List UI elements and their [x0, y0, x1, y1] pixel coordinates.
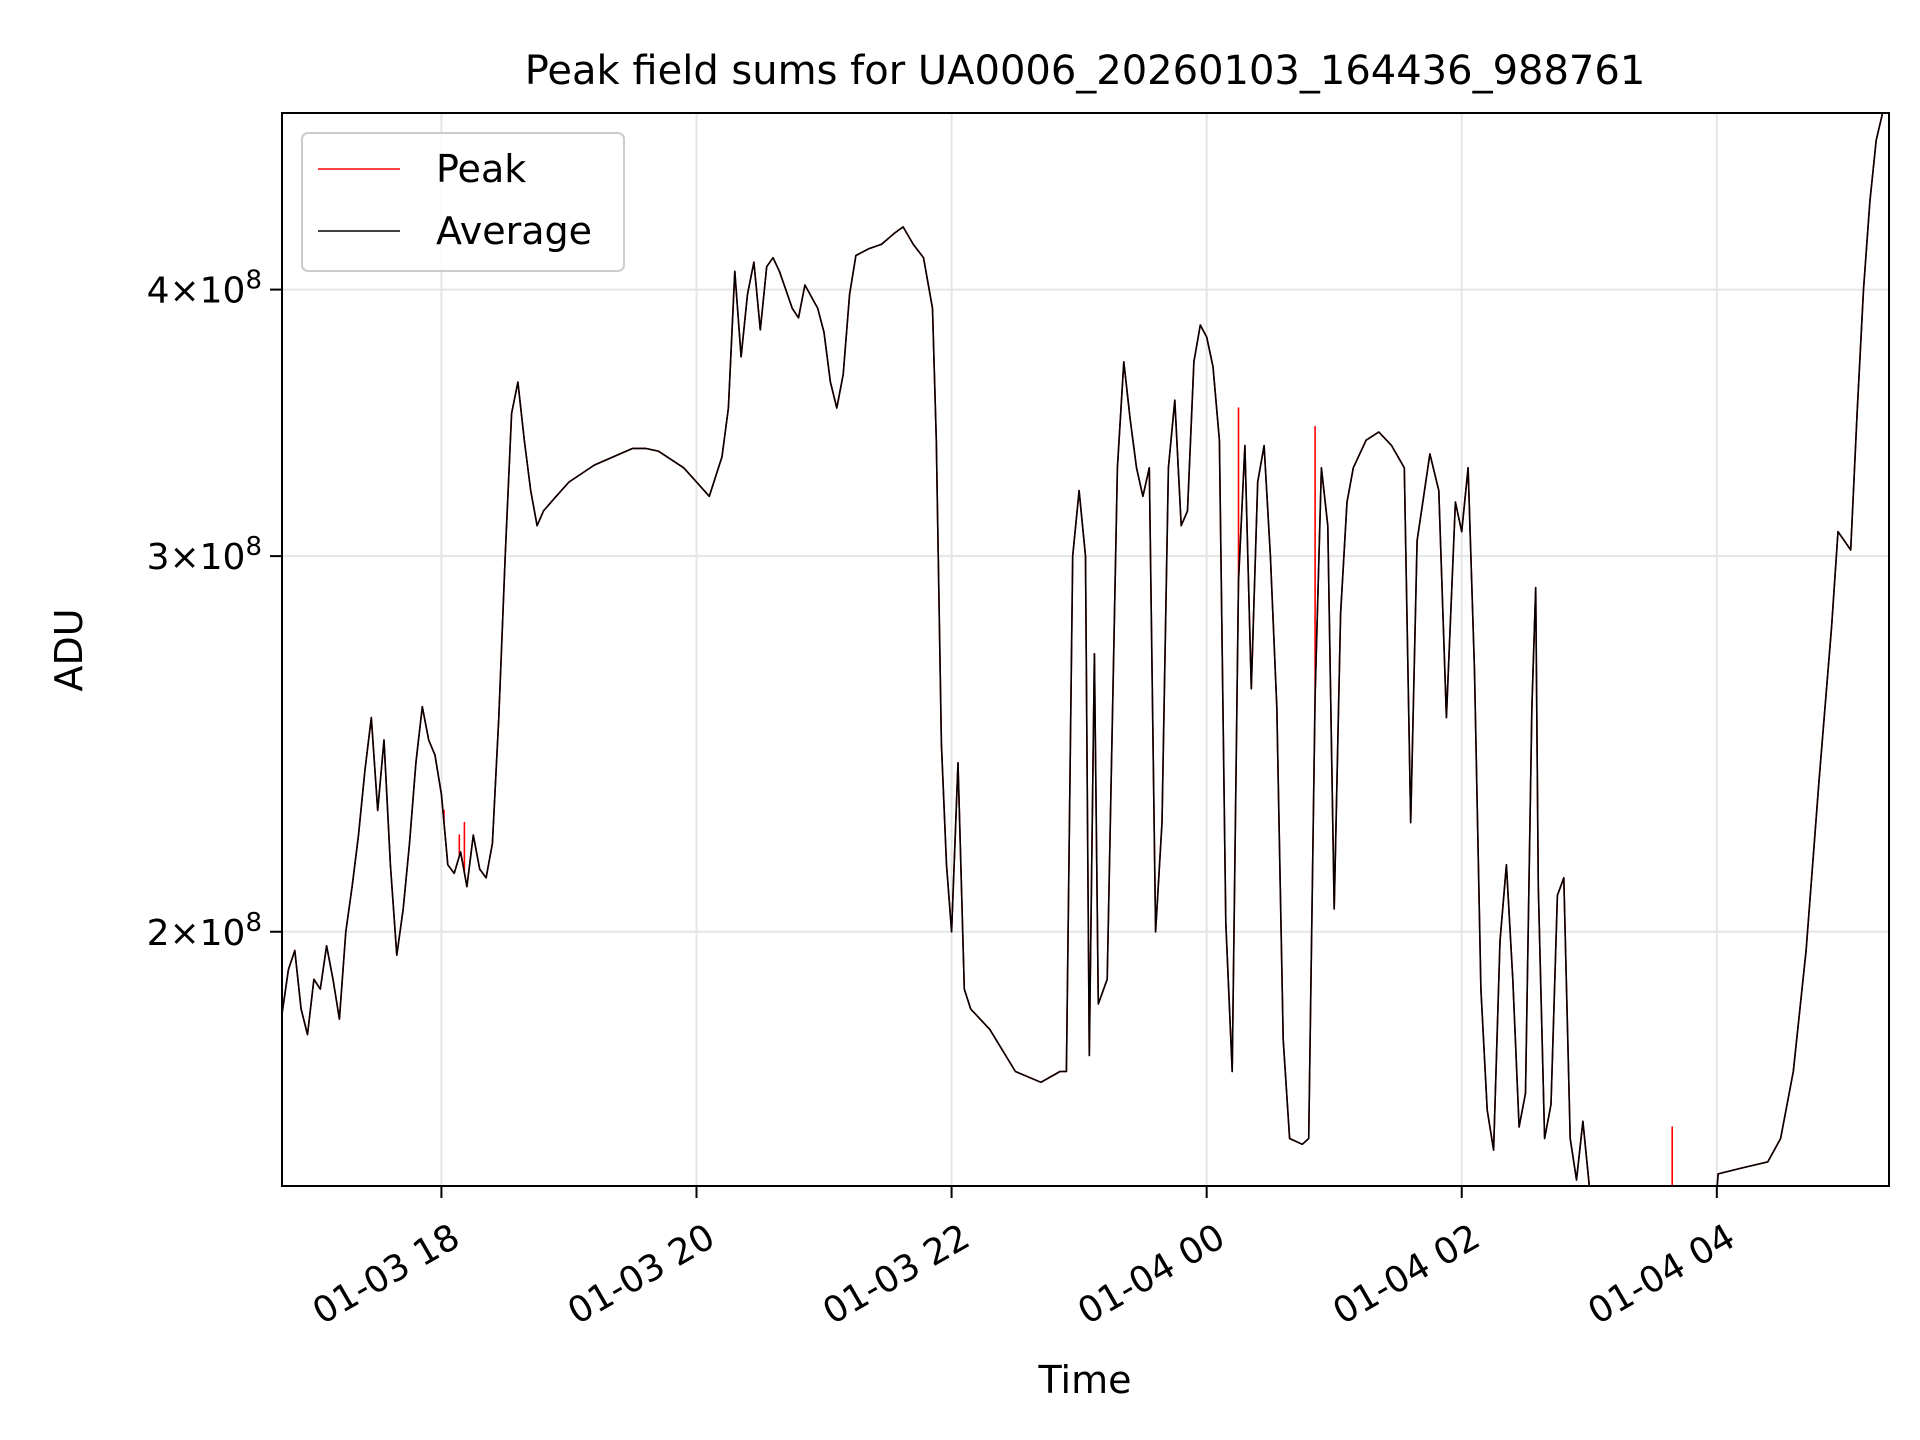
y-tick-label: 2×108 — [147, 908, 262, 954]
y-tick-mantissa: 3 — [147, 537, 170, 578]
legend-label-average: Average — [436, 209, 592, 253]
y-axis-label: ADU — [47, 608, 91, 691]
y-tick-label: 4×108 — [147, 266, 262, 312]
grid — [282, 113, 1889, 1186]
y-tick-mantissa: 2 — [147, 913, 170, 954]
series-average-line — [282, 113, 1889, 1186]
legend-box — [301, 132, 625, 272]
y-axis-ticks: 2×108 3×108 4×108 — [147, 266, 282, 954]
plot-frame — [281, 112, 1890, 1187]
legend: Peak Average — [301, 132, 625, 272]
y-tick-label: 3×108 — [147, 532, 262, 578]
y-tick-exponent: 8 — [245, 908, 262, 938]
y-tick-exponent: 8 — [245, 532, 262, 562]
x-axis-label: Time — [1038, 1358, 1132, 1402]
legend-label-peak: Peak — [436, 147, 526, 191]
y-tick-exponent: 8 — [245, 266, 262, 296]
chart-title: Peak field sums for UA0006_20260103_1644… — [525, 48, 1646, 94]
y-tick-mantissa: 4 — [147, 271, 170, 312]
